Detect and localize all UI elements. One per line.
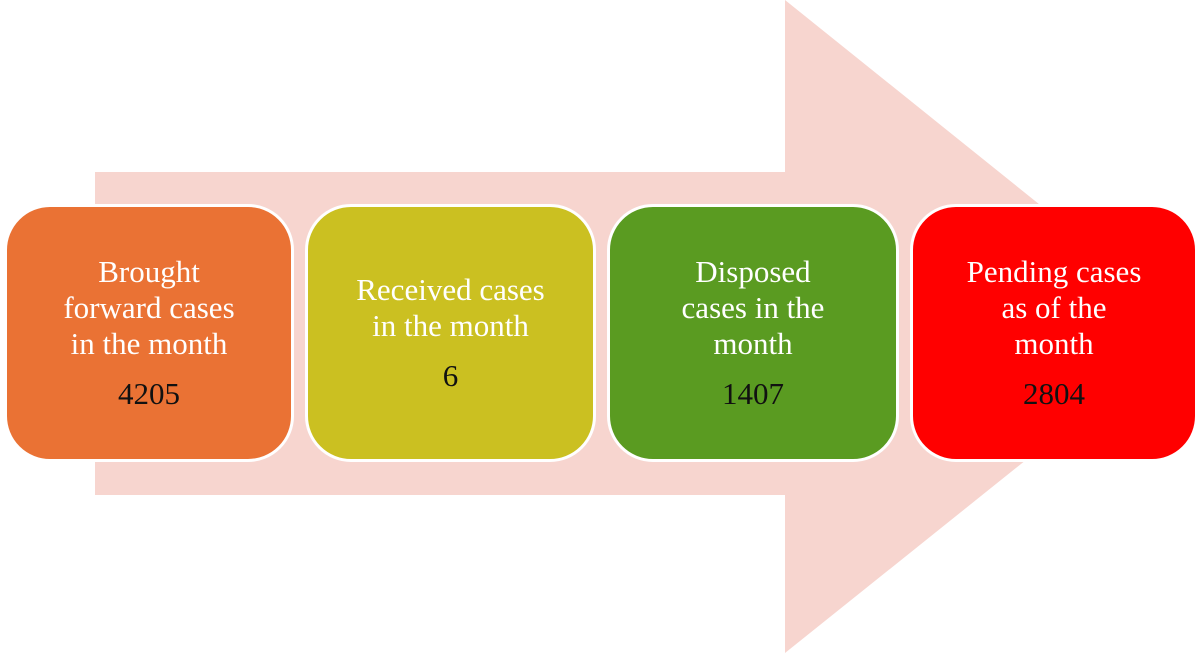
label-line: month (713, 326, 793, 361)
step-label: Received cases in the month (356, 272, 544, 344)
label-line: Received cases (356, 272, 545, 307)
step-box: Pending cases as of the month 2804 (910, 204, 1195, 462)
step-box: Received cases in the month 6 (305, 204, 596, 462)
label-line: as of the (1001, 290, 1107, 325)
label-line: in the month (372, 308, 529, 343)
step-box: Disposed cases in the month 1407 (607, 204, 899, 462)
label-line: Pending cases (966, 254, 1142, 289)
step-value: 2804 (1023, 376, 1085, 411)
step-label: Brought forward cases in the month (63, 254, 234, 362)
step-box: Brought forward cases in the month 4205 (4, 204, 294, 462)
step-value: 1407 (722, 376, 784, 411)
label-line: cases in the (681, 290, 825, 325)
label-line: Brought (98, 254, 200, 289)
step-value: 6 (442, 358, 459, 393)
label-line: month (1014, 326, 1094, 361)
step-value: 4205 (118, 376, 180, 411)
label-line: forward cases (63, 290, 235, 325)
step-label: Pending cases as of the month (967, 254, 1142, 362)
label-line: in the month (70, 326, 228, 361)
step-label: Disposed cases in the month (682, 254, 825, 362)
label-line: Disposed (695, 254, 811, 289)
